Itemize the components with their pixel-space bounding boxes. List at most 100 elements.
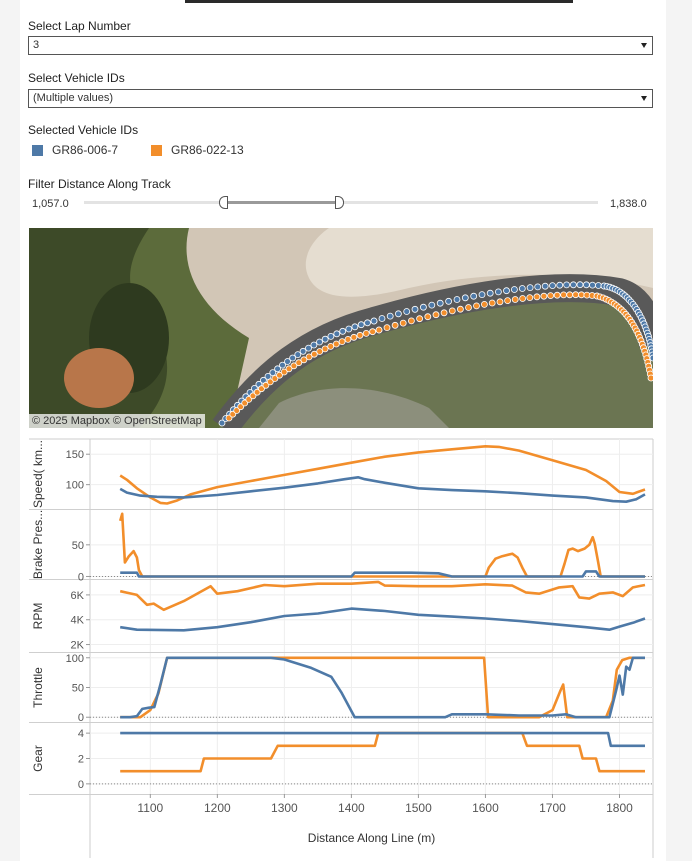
y-tick-label: 2: [78, 754, 84, 766]
slider-handle-high[interactable]: [335, 196, 345, 209]
vehicles-select[interactable]: (Multiple values): [28, 89, 653, 108]
map-dot-vehicle-1: [576, 281, 584, 289]
series-line-vehicle-1[interactable]: [120, 570, 645, 578]
series-line-vehicle-1[interactable]: [120, 607, 646, 632]
map-dot-vehicle-1: [470, 292, 478, 300]
distance-filter-label: Filter Distance Along Track: [28, 177, 171, 191]
map-dot-vehicle-1: [394, 310, 402, 318]
map-dot-vehicle-2: [547, 292, 554, 299]
chart-panel-1[interactable]: 100 150 Speed( km...: [29, 440, 653, 510]
map-dot-vehicle-1: [503, 287, 510, 295]
series-line-vehicle-1[interactable]: [119, 476, 646, 503]
map-dot-vehicle-2: [362, 330, 370, 337]
map-dot-vehicle-1: [321, 335, 329, 343]
map-dot-vehicle-2: [280, 368, 288, 376]
map-dot-vehicle-2: [369, 328, 377, 336]
map-dot-vehicle-1: [339, 327, 347, 335]
series-line-vehicle-2[interactable]: [118, 512, 645, 578]
track-position-dots: [218, 281, 653, 427]
chart-panel-3[interactable]: 2K 4K 6K RPM: [29, 580, 653, 653]
top-bar: [185, 0, 573, 3]
map-dot-vehicle-1: [289, 354, 297, 362]
map-dot-vehicle-1: [649, 354, 653, 362]
range-max-value: 1,838.0: [610, 198, 647, 210]
map-dot-vehicle-2: [290, 362, 298, 370]
map-dot-vehicle-2: [647, 374, 653, 382]
map-dot-vehicle-1: [345, 325, 353, 333]
map-dot-vehicle-2: [526, 294, 534, 301]
map-dot-vehicle-2: [332, 340, 340, 348]
map-dot-vehicle-1: [316, 338, 323, 346]
chevron-down-icon: [641, 43, 647, 48]
x-tick-label: 1300: [271, 801, 298, 815]
map-dot-vehicle-1: [299, 347, 307, 355]
x-tick-label: 1400: [338, 801, 365, 815]
map-dot-vehicle-2: [245, 395, 253, 403]
map-dot-vehicle-2: [356, 331, 364, 339]
distance-slider[interactable]: [84, 196, 598, 209]
series-line-vehicle-1[interactable]: [120, 656, 645, 719]
legend-item-vehicle-1[interactable]: GR86-006-7: [32, 143, 118, 157]
lap-select-value: 3: [33, 39, 40, 51]
series-line-vehicle-2[interactable]: [120, 731, 645, 773]
map-dot-vehicle-2: [504, 297, 512, 304]
telemetry-charts[interactable]: 100 150 Speed( km... 0 50 Brake Pres... 2K 4K 6K…: [20, 430, 666, 858]
map-dot-vehicle-1: [570, 281, 577, 289]
series-line-vehicle-1[interactable]: [120, 731, 645, 748]
y-tick-label: 100: [66, 653, 84, 665]
chart-panel-4[interactable]: 0 50 100 Throttle: [29, 653, 653, 724]
map-dot-vehicle-1: [595, 282, 602, 289]
map-dot-vehicle-2: [266, 378, 274, 386]
map-dot-vehicle-2: [399, 319, 407, 327]
map-dot-vehicle-2: [440, 309, 448, 317]
slider-handle-low[interactable]: [219, 196, 229, 209]
map-dot-vehicle-2: [391, 321, 399, 329]
map-dot-vehicle-1: [556, 281, 564, 289]
map-dot-vehicle-2: [300, 356, 308, 364]
map-dot-vehicle-2: [262, 381, 270, 389]
map-dot-vehicle-2: [407, 317, 415, 325]
y-tick-label: 4: [78, 728, 84, 740]
map-paddock: [259, 388, 449, 428]
map-dot-vehicle-1: [461, 294, 469, 302]
lap-label: Select Lap Number: [28, 19, 131, 33]
legend-title: Selected Vehicle IDs: [28, 123, 139, 137]
map-dot-vehicle-1: [305, 344, 312, 352]
map-dot-vehicle-1: [411, 305, 419, 313]
y-tick-label: 0: [78, 779, 84, 791]
map-dot-vehicle-2: [321, 345, 329, 353]
chart-panel-2[interactable]: 0 50 Brake Pres...: [29, 510, 653, 584]
map-dot-vehicle-1: [518, 285, 526, 292]
y-tick-label: 100: [66, 480, 84, 492]
map-dot-vehicle-2: [572, 291, 580, 299]
series-line-vehicle-2[interactable]: [119, 445, 646, 505]
y-tick-label: 0: [78, 712, 84, 724]
x-tick-label: 1500: [405, 801, 432, 815]
map-dot-vehicle-1: [583, 281, 590, 289]
lap-select[interactable]: 3: [28, 36, 653, 55]
track-map[interactable]: © 2025 Mapbox © OpenStreetMap: [29, 228, 653, 428]
map-dot-vehicle-1: [403, 308, 411, 315]
legend-item-vehicle-2[interactable]: GR86-022-13: [151, 143, 244, 157]
map-dot-vehicle-2: [276, 371, 283, 379]
map-dot-vehicle-1: [351, 323, 359, 331]
x-tick-label: 1600: [472, 801, 499, 815]
map-dot-vehicle-1: [436, 299, 444, 307]
map-dot-vehicle-2: [253, 388, 261, 396]
map-dot-vehicle-2: [566, 291, 574, 299]
map-dot-vehicle-2: [560, 291, 567, 299]
map-dot-vehicle-2: [416, 315, 424, 323]
map-dot-vehicle-1: [310, 341, 318, 349]
map-dot-vehicle-2: [271, 375, 279, 382]
y-tick-label: 4K: [71, 615, 85, 627]
map-dot-vehicle-1: [378, 315, 386, 322]
map-dot-vehicle-1: [445, 297, 453, 305]
chart-panel-5[interactable]: 0 2 4 Gear: [29, 728, 653, 795]
map-dot-vehicle-2: [448, 307, 456, 315]
x-axis-label: Distance Along Line (m): [308, 831, 435, 845]
map-dot-vehicle-2: [375, 326, 383, 334]
map-dot-vehicle-2: [327, 343, 335, 350]
map-dot-vehicle-1: [333, 330, 341, 338]
series-line-vehicle-2[interactable]: [119, 580, 646, 612]
vehicles-label: Select Vehicle IDs: [28, 71, 125, 85]
